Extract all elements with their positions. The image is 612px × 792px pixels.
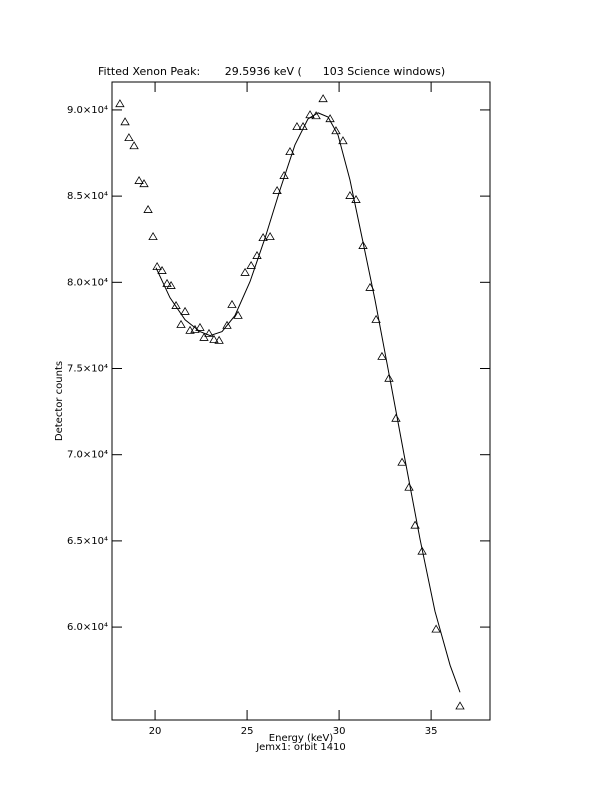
triangle-marker [292, 122, 302, 131]
triangle-marker [345, 190, 355, 199]
plot-frame [111, 81, 491, 721]
triangle-marker [195, 322, 205, 331]
y-axis-label: Detector counts [54, 361, 65, 441]
triangle-marker [384, 373, 394, 382]
triangle-marker [171, 300, 181, 309]
triangle-marker [431, 624, 441, 633]
x-tick-label: 35 [425, 726, 438, 737]
triangle-marker [305, 110, 315, 119]
triangle-marker [166, 280, 176, 289]
triangle-marker [371, 314, 381, 323]
triangle-marker [272, 185, 282, 194]
triangle-marker [358, 240, 368, 249]
triangle-marker [397, 457, 407, 466]
triangle-marker [120, 117, 130, 126]
triangle-marker [209, 334, 219, 343]
triangle-marker [246, 260, 256, 269]
triangle-marker [180, 306, 190, 315]
triangle-marker [227, 299, 237, 308]
triangle-marker [233, 310, 243, 319]
triangle-marker [338, 136, 348, 145]
triangle-marker [214, 335, 224, 344]
triangle-marker [204, 328, 214, 337]
triangle-marker [162, 278, 172, 287]
triangle-marker [318, 94, 328, 103]
y-tick-label: 8.0×10⁴ [67, 277, 108, 288]
y-tick-label: 6.5×10⁴ [67, 536, 108, 547]
triangle-marker [199, 332, 209, 341]
x-tick-label: 25 [241, 726, 254, 737]
triangle-marker [115, 99, 125, 108]
triangle-marker [139, 179, 149, 188]
triangle-marker [129, 141, 139, 150]
chart-title: Fitted Xenon Peak: 29.5936 keV ( 103 Sci… [98, 65, 445, 78]
triangle-marker [285, 147, 295, 156]
triangle-marker [124, 133, 134, 142]
y-tick-label: 9.0×10⁴ [67, 105, 108, 116]
y-tick-label: 7.0×10⁴ [67, 450, 108, 461]
x-axis-label: Energy (keV) [269, 733, 334, 744]
subtitle: Jemx1: orbit 1410 [255, 742, 346, 753]
triangle-marker [152, 262, 162, 270]
triangle-marker [176, 319, 186, 328]
triangle-marker [455, 701, 465, 710]
triangle-marker [222, 320, 232, 329]
triangle-marker [134, 175, 144, 184]
y-tick-label: 6.0×10⁴ [67, 622, 108, 633]
triangle-marker [331, 126, 341, 135]
triangle-marker [265, 232, 275, 241]
y-tick-label: 7.5×10⁴ [67, 364, 108, 375]
triangle-marker [143, 204, 153, 213]
x-tick-label: 30 [333, 726, 346, 737]
fit-line [155, 112, 461, 693]
triangle-marker [157, 265, 167, 274]
triangle-marker [325, 114, 335, 123]
triangle-marker [148, 232, 158, 241]
x-tick-label: 20 [149, 726, 162, 737]
triangle-marker [240, 267, 250, 276]
triangle-marker [377, 351, 387, 360]
y-tick-label: 8.5×10⁴ [67, 191, 108, 202]
triangle-marker [417, 546, 427, 555]
triangle-marker [391, 413, 401, 422]
triangle-marker [404, 482, 414, 491]
